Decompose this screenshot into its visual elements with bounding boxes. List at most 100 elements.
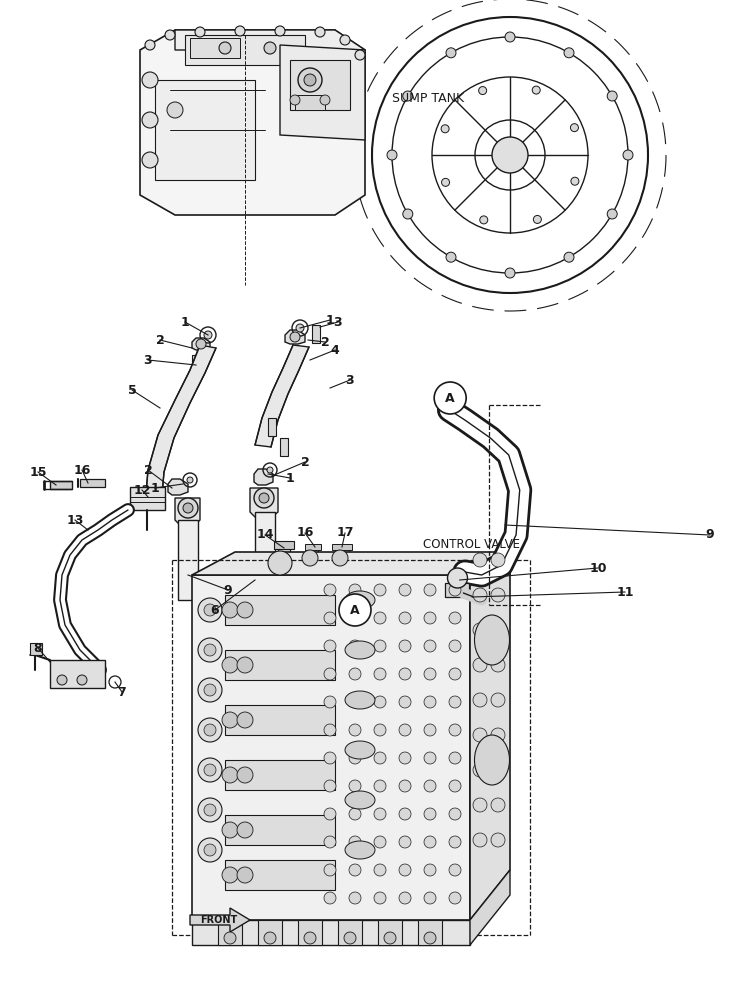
Circle shape	[259, 493, 269, 503]
Circle shape	[237, 602, 253, 618]
Bar	[290, 60, 350, 110]
Bar	[255, 512, 275, 597]
Circle shape	[324, 864, 336, 876]
Circle shape	[198, 798, 222, 822]
Bar	[335, 547, 349, 557]
Polygon shape	[168, 479, 188, 495]
Circle shape	[374, 808, 386, 820]
Polygon shape	[175, 498, 200, 525]
Circle shape	[403, 91, 413, 101]
Circle shape	[449, 892, 461, 904]
Circle shape	[374, 696, 386, 708]
Bar	[280, 438, 288, 456]
Ellipse shape	[345, 841, 375, 859]
Text: 3: 3	[143, 354, 152, 366]
Circle shape	[424, 584, 436, 596]
Circle shape	[374, 836, 386, 848]
Circle shape	[222, 712, 238, 728]
Circle shape	[534, 215, 542, 223]
Polygon shape	[175, 30, 365, 50]
Bar	[305, 544, 321, 550]
Circle shape	[237, 657, 253, 673]
Ellipse shape	[345, 641, 375, 659]
Polygon shape	[190, 908, 250, 932]
Circle shape	[324, 612, 336, 624]
Circle shape	[349, 836, 361, 848]
Text: 12: 12	[133, 484, 151, 496]
Circle shape	[479, 87, 487, 95]
Circle shape	[424, 668, 436, 680]
Circle shape	[374, 752, 386, 764]
Circle shape	[434, 382, 466, 414]
Circle shape	[491, 693, 505, 707]
Circle shape	[349, 668, 361, 680]
Circle shape	[204, 724, 216, 736]
Circle shape	[399, 640, 411, 652]
Circle shape	[449, 584, 461, 596]
Polygon shape	[192, 575, 470, 920]
Text: 1: 1	[151, 482, 160, 494]
Circle shape	[237, 867, 253, 883]
Circle shape	[224, 932, 236, 944]
Circle shape	[198, 838, 222, 862]
Circle shape	[324, 584, 336, 596]
Text: 14: 14	[256, 528, 274, 542]
Text: CONTROL VALVE: CONTROL VALVE	[423, 538, 520, 552]
Bar	[80, 479, 105, 487]
Text: FRONT: FRONT	[200, 915, 237, 925]
Circle shape	[264, 932, 276, 944]
Text: 4: 4	[331, 344, 340, 357]
Circle shape	[204, 331, 212, 339]
Text: 1: 1	[326, 314, 335, 326]
Text: 11: 11	[616, 585, 634, 598]
Circle shape	[165, 30, 175, 40]
Text: 2: 2	[143, 464, 152, 477]
Circle shape	[198, 638, 222, 662]
Circle shape	[441, 178, 449, 186]
Circle shape	[349, 584, 361, 596]
Circle shape	[304, 932, 316, 944]
Ellipse shape	[474, 735, 509, 785]
Polygon shape	[470, 552, 510, 920]
Circle shape	[198, 718, 222, 742]
Circle shape	[324, 668, 336, 680]
Circle shape	[324, 836, 336, 848]
Circle shape	[505, 32, 515, 42]
Text: 3: 3	[346, 373, 354, 386]
Polygon shape	[470, 870, 510, 945]
Circle shape	[491, 623, 505, 637]
Text: 3: 3	[334, 316, 343, 328]
Circle shape	[254, 488, 274, 508]
Circle shape	[324, 780, 336, 792]
Bar	[225, 815, 335, 845]
Circle shape	[384, 932, 396, 944]
Bar	[378, 920, 402, 945]
Circle shape	[332, 550, 348, 566]
Circle shape	[424, 932, 436, 944]
Text: 17: 17	[336, 526, 354, 540]
Bar	[445, 583, 469, 597]
Circle shape	[424, 696, 436, 708]
Circle shape	[479, 216, 488, 224]
Circle shape	[204, 644, 216, 656]
Text: SUMP TANK: SUMP TANK	[392, 92, 464, 104]
Circle shape	[564, 48, 574, 58]
Circle shape	[275, 26, 285, 36]
Circle shape	[399, 892, 411, 904]
Circle shape	[505, 268, 515, 278]
Circle shape	[399, 864, 411, 876]
Bar	[225, 595, 335, 625]
Circle shape	[473, 693, 487, 707]
Circle shape	[374, 640, 386, 652]
Circle shape	[399, 696, 411, 708]
Bar	[225, 650, 335, 680]
Circle shape	[204, 604, 216, 616]
Circle shape	[374, 892, 386, 904]
Circle shape	[324, 724, 336, 736]
Text: A: A	[445, 391, 455, 404]
Text: 5: 5	[127, 383, 136, 396]
Bar	[338, 920, 362, 945]
Circle shape	[424, 836, 436, 848]
Text: 10: 10	[589, 562, 607, 574]
Circle shape	[324, 752, 336, 764]
